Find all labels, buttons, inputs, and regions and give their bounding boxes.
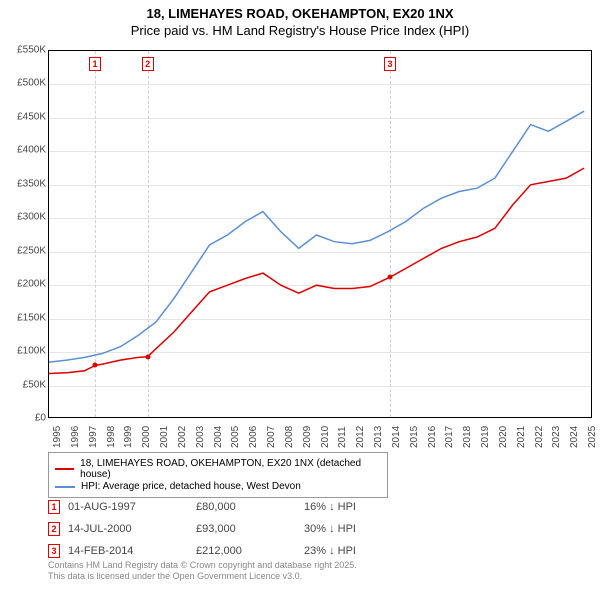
x-tick-label: 2006	[248, 426, 259, 448]
x-tick-label: 2023	[551, 426, 562, 448]
y-tick-label: £150K	[17, 312, 46, 323]
x-tick-label: 2019	[480, 426, 491, 448]
sale-row-price: £80,000	[196, 501, 296, 513]
gridline-h	[49, 319, 591, 320]
legend-row: 18, LIMEHAYES ROAD, OKEHAMPTON, EX20 1NX…	[55, 458, 381, 480]
x-tick-label: 2022	[534, 426, 545, 448]
sale-row-date: 01-AUG-1997	[68, 501, 188, 513]
sale-row: 1 01-AUG-1997 £80,000 16% ↓ HPI	[48, 496, 548, 518]
series-svg	[49, 51, 593, 419]
x-tick-label: 1999	[123, 426, 134, 448]
x-tick-label: 2003	[195, 426, 206, 448]
gridline-h	[49, 151, 591, 152]
sale-marker-point	[145, 354, 150, 359]
gridline-h	[49, 118, 591, 119]
chart-plot-area: 1 2 3	[48, 50, 592, 418]
x-tick-label: 2008	[284, 426, 295, 448]
sale-marker-point	[93, 363, 98, 368]
x-tick-label: 2021	[516, 426, 527, 448]
x-tick-label: 2009	[302, 426, 313, 448]
y-tick-label: £250K	[17, 245, 46, 256]
x-tick-label: 2014	[391, 426, 402, 448]
x-tick-label: 2001	[159, 426, 170, 448]
x-tick-label: 2013	[373, 426, 384, 448]
y-tick-label: £100K	[17, 346, 46, 357]
sale-marker-line	[148, 51, 149, 417]
x-tick-label: 1997	[88, 426, 99, 448]
series-line-hpi	[49, 111, 584, 362]
gridline-h	[49, 285, 591, 286]
y-tick-label: £350K	[17, 178, 46, 189]
x-tick-label: 2018	[462, 426, 473, 448]
footer-line-1: Contains HM Land Registry data © Crown c…	[48, 560, 357, 571]
sales-table: 1 01-AUG-1997 £80,000 16% ↓ HPI 2 14-JUL-2000…	[48, 496, 548, 562]
x-tick-label: 2007	[266, 426, 277, 448]
title-line-1: 18, LIMEHAYES ROAD, OKEHAMPTON, EX20 1NX	[0, 6, 600, 23]
gridline-h	[49, 386, 591, 387]
title-block: 18, LIMEHAYES ROAD, OKEHAMPTON, EX20 1NX…	[0, 0, 600, 40]
y-tick-label: £450K	[17, 111, 46, 122]
gridline-h	[49, 218, 591, 219]
sale-row-hpi: 16% ↓ HPI	[304, 501, 424, 513]
x-tick-label: 2017	[444, 426, 455, 448]
x-tick-label: 2011	[337, 426, 348, 448]
footer-line-2: This data is licensed under the Open Gov…	[48, 571, 357, 582]
footer-attribution: Contains HM Land Registry data © Crown c…	[48, 560, 357, 582]
sale-row-price: £212,000	[196, 545, 296, 557]
y-tick-label: £400K	[17, 145, 46, 156]
x-tick-label: 2002	[177, 426, 188, 448]
gridline-h	[49, 252, 591, 253]
sale-row-date: 14-JUL-2000	[68, 523, 188, 535]
sale-marker-box: 3	[384, 57, 396, 71]
legend-box: 18, LIMEHAYES ROAD, OKEHAMPTON, EX20 1NX…	[48, 452, 388, 498]
sale-marker-box: 2	[142, 57, 154, 71]
sale-row-hpi: 30% ↓ HPI	[304, 523, 424, 535]
x-tick-label: 2004	[213, 426, 224, 448]
x-tick-label: 2005	[230, 426, 241, 448]
sale-row-hpi: 23% ↓ HPI	[304, 545, 424, 557]
sale-marker-point	[388, 275, 393, 280]
chart-container: 18, LIMEHAYES ROAD, OKEHAMPTON, EX20 1NX…	[0, 0, 600, 590]
gridline-h	[49, 185, 591, 186]
x-tick-label: 2015	[409, 426, 420, 448]
sale-row-marker: 3	[48, 544, 60, 558]
sale-marker-line	[390, 51, 391, 417]
x-tick-label: 1998	[106, 426, 117, 448]
x-tick-label: 2000	[141, 426, 152, 448]
series-line-price_paid	[49, 168, 584, 373]
y-tick-label: £50K	[23, 379, 46, 390]
y-tick-label: £550K	[17, 45, 46, 56]
sale-row-date: 14-FEB-2014	[68, 545, 188, 557]
gridline-h	[49, 352, 591, 353]
sale-marker-box: 1	[89, 57, 101, 71]
sale-row-marker: 2	[48, 522, 60, 536]
x-tick-label: 2010	[320, 426, 331, 448]
legend-swatch	[55, 486, 75, 488]
legend-label: 18, LIMEHAYES ROAD, OKEHAMPTON, EX20 1NX…	[80, 458, 381, 480]
x-tick-label: 2025	[587, 426, 598, 448]
sale-row: 3 14-FEB-2014 £212,000 23% ↓ HPI	[48, 540, 548, 562]
x-tick-label: 2020	[498, 426, 509, 448]
gridline-h	[49, 84, 591, 85]
y-tick-label: £0	[35, 413, 46, 424]
y-tick-label: £300K	[17, 212, 46, 223]
x-tick-label: 2012	[355, 426, 366, 448]
x-tick-label: 2016	[427, 426, 438, 448]
legend-label: HPI: Average price, detached house, West…	[81, 481, 301, 492]
x-tick-label: 1995	[52, 426, 63, 448]
y-tick-label: £500K	[17, 78, 46, 89]
legend-row: HPI: Average price, detached house, West…	[55, 481, 381, 492]
x-tick-label: 2024	[569, 426, 580, 448]
sale-row-price: £93,000	[196, 523, 296, 535]
sale-row: 2 14-JUL-2000 £93,000 30% ↓ HPI	[48, 518, 548, 540]
legend-swatch	[55, 468, 74, 470]
title-line-2: Price paid vs. HM Land Registry's House …	[0, 23, 600, 40]
x-tick-label: 1996	[70, 426, 81, 448]
sale-row-marker: 1	[48, 500, 60, 514]
y-tick-label: £200K	[17, 279, 46, 290]
